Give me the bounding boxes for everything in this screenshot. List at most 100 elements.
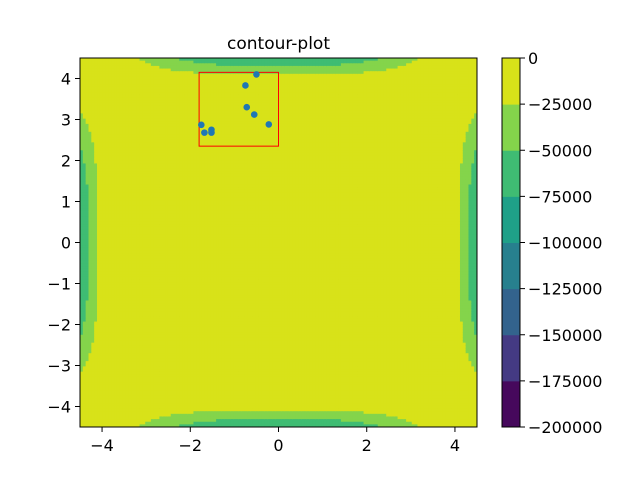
- contour-cell: [148, 287, 152, 291]
- contour-cell: [82, 305, 87, 309]
- contour-cell: [128, 247, 132, 252]
- contour-cell: [136, 231, 141, 236]
- contour-cell: [99, 113, 104, 117]
- contour-cell: [80, 231, 84, 236]
- contour-cell: [108, 295, 112, 299]
- contour-cell: [99, 279, 104, 283]
- contour-cell: [114, 184, 118, 188]
- contour-cell: [105, 179, 109, 183]
- contour-cell: [88, 326, 92, 331]
- contour-cell: [128, 245, 132, 249]
- contour-cell: [148, 152, 152, 157]
- contour-cell: [94, 413, 98, 418]
- contour-cell: [136, 400, 141, 404]
- contour-cell: [136, 355, 141, 360]
- contour-cell: [94, 115, 98, 120]
- contour-cell: [136, 115, 141, 120]
- contour-cell: [150, 226, 155, 230]
- contour-cell: [88, 239, 92, 244]
- contour-cell: [133, 292, 138, 296]
- contour-cell: [128, 384, 132, 389]
- contour-cell: [91, 97, 95, 101]
- contour-cell: [99, 295, 104, 299]
- contour-cell: [139, 419, 143, 423]
- contour-cell: [94, 208, 98, 212]
- contour-cell: [108, 224, 112, 228]
- contour-cell: [111, 329, 115, 333]
- contour-cell: [133, 379, 138, 383]
- contour-cell: [142, 337, 146, 341]
- contour-cell: [128, 79, 132, 83]
- contour-cell: [105, 224, 109, 228]
- contour-cell: [148, 200, 152, 204]
- contour-cell: [105, 292, 109, 296]
- contour-cell: [114, 81, 118, 85]
- contour-cell: [80, 189, 84, 194]
- contour-cell: [119, 416, 124, 420]
- contour-cell: [153, 84, 158, 88]
- contour-cell: [133, 65, 138, 70]
- contour-cell: [85, 71, 90, 75]
- contour-cell: [142, 110, 146, 114]
- contour-cell: [111, 379, 115, 383]
- contour-cell: [99, 403, 104, 407]
- contour-cell: [108, 361, 112, 365]
- contour-cell: [91, 210, 95, 215]
- contour-cell: [142, 255, 146, 259]
- contour-cell: [108, 179, 112, 183]
- contour-cell: [145, 358, 149, 362]
- contour-cell: [133, 123, 138, 128]
- contour-cell: [133, 403, 138, 407]
- contour-cell: [133, 73, 138, 78]
- contour-cell: [94, 419, 98, 423]
- contour-cell: [102, 208, 107, 212]
- contour-cell: [116, 134, 121, 138]
- contour-cell: [91, 295, 95, 299]
- contour-cell: [139, 239, 143, 244]
- contour-cell: [136, 224, 141, 228]
- contour-cell: [153, 79, 158, 83]
- contour-cell: [88, 166, 92, 170]
- contour-cell: [82, 347, 87, 352]
- contour-cell: [131, 366, 135, 370]
- contour-cell: [142, 350, 146, 354]
- contour-cell: [97, 379, 101, 383]
- contour-cell: [80, 237, 84, 241]
- contour-cell: [108, 144, 112, 149]
- contour-cell: [105, 390, 109, 394]
- contour-cell: [105, 405, 109, 410]
- contour-cell: [85, 303, 90, 307]
- contour-cell: [102, 287, 107, 291]
- contour-cell: [91, 247, 95, 252]
- contour-cell: [139, 363, 143, 367]
- contour-cell: [131, 81, 135, 85]
- contour-cell: [145, 155, 149, 159]
- contour-cell: [111, 218, 115, 223]
- contour-cell: [131, 71, 135, 75]
- contour-cell: [136, 419, 141, 423]
- contour-cell: [122, 287, 126, 291]
- contour-cell: [82, 160, 87, 165]
- contour-cell: [119, 366, 124, 370]
- contour-cell: [94, 218, 98, 223]
- contour-cell: [97, 150, 101, 154]
- contour-cell: [125, 197, 129, 201]
- contour-cell: [119, 171, 124, 175]
- contour-cell: [136, 65, 141, 70]
- contour-cell: [111, 342, 115, 346]
- contour-cell: [148, 71, 152, 75]
- contour-cell: [116, 400, 121, 404]
- contour-cell: [145, 384, 149, 389]
- contour-cell: [128, 168, 132, 172]
- contour-cell: [148, 421, 152, 425]
- contour-cell: [139, 105, 143, 109]
- contour-cell: [108, 395, 112, 399]
- contour-cell: [108, 131, 112, 136]
- contour-cell: [133, 144, 138, 149]
- contour-cell: [116, 115, 121, 120]
- contour-cell: [150, 105, 155, 109]
- contour-cell: [108, 324, 112, 328]
- contour-cell: [131, 100, 135, 104]
- contour-cell: [131, 163, 135, 167]
- contour-cell: [105, 71, 109, 75]
